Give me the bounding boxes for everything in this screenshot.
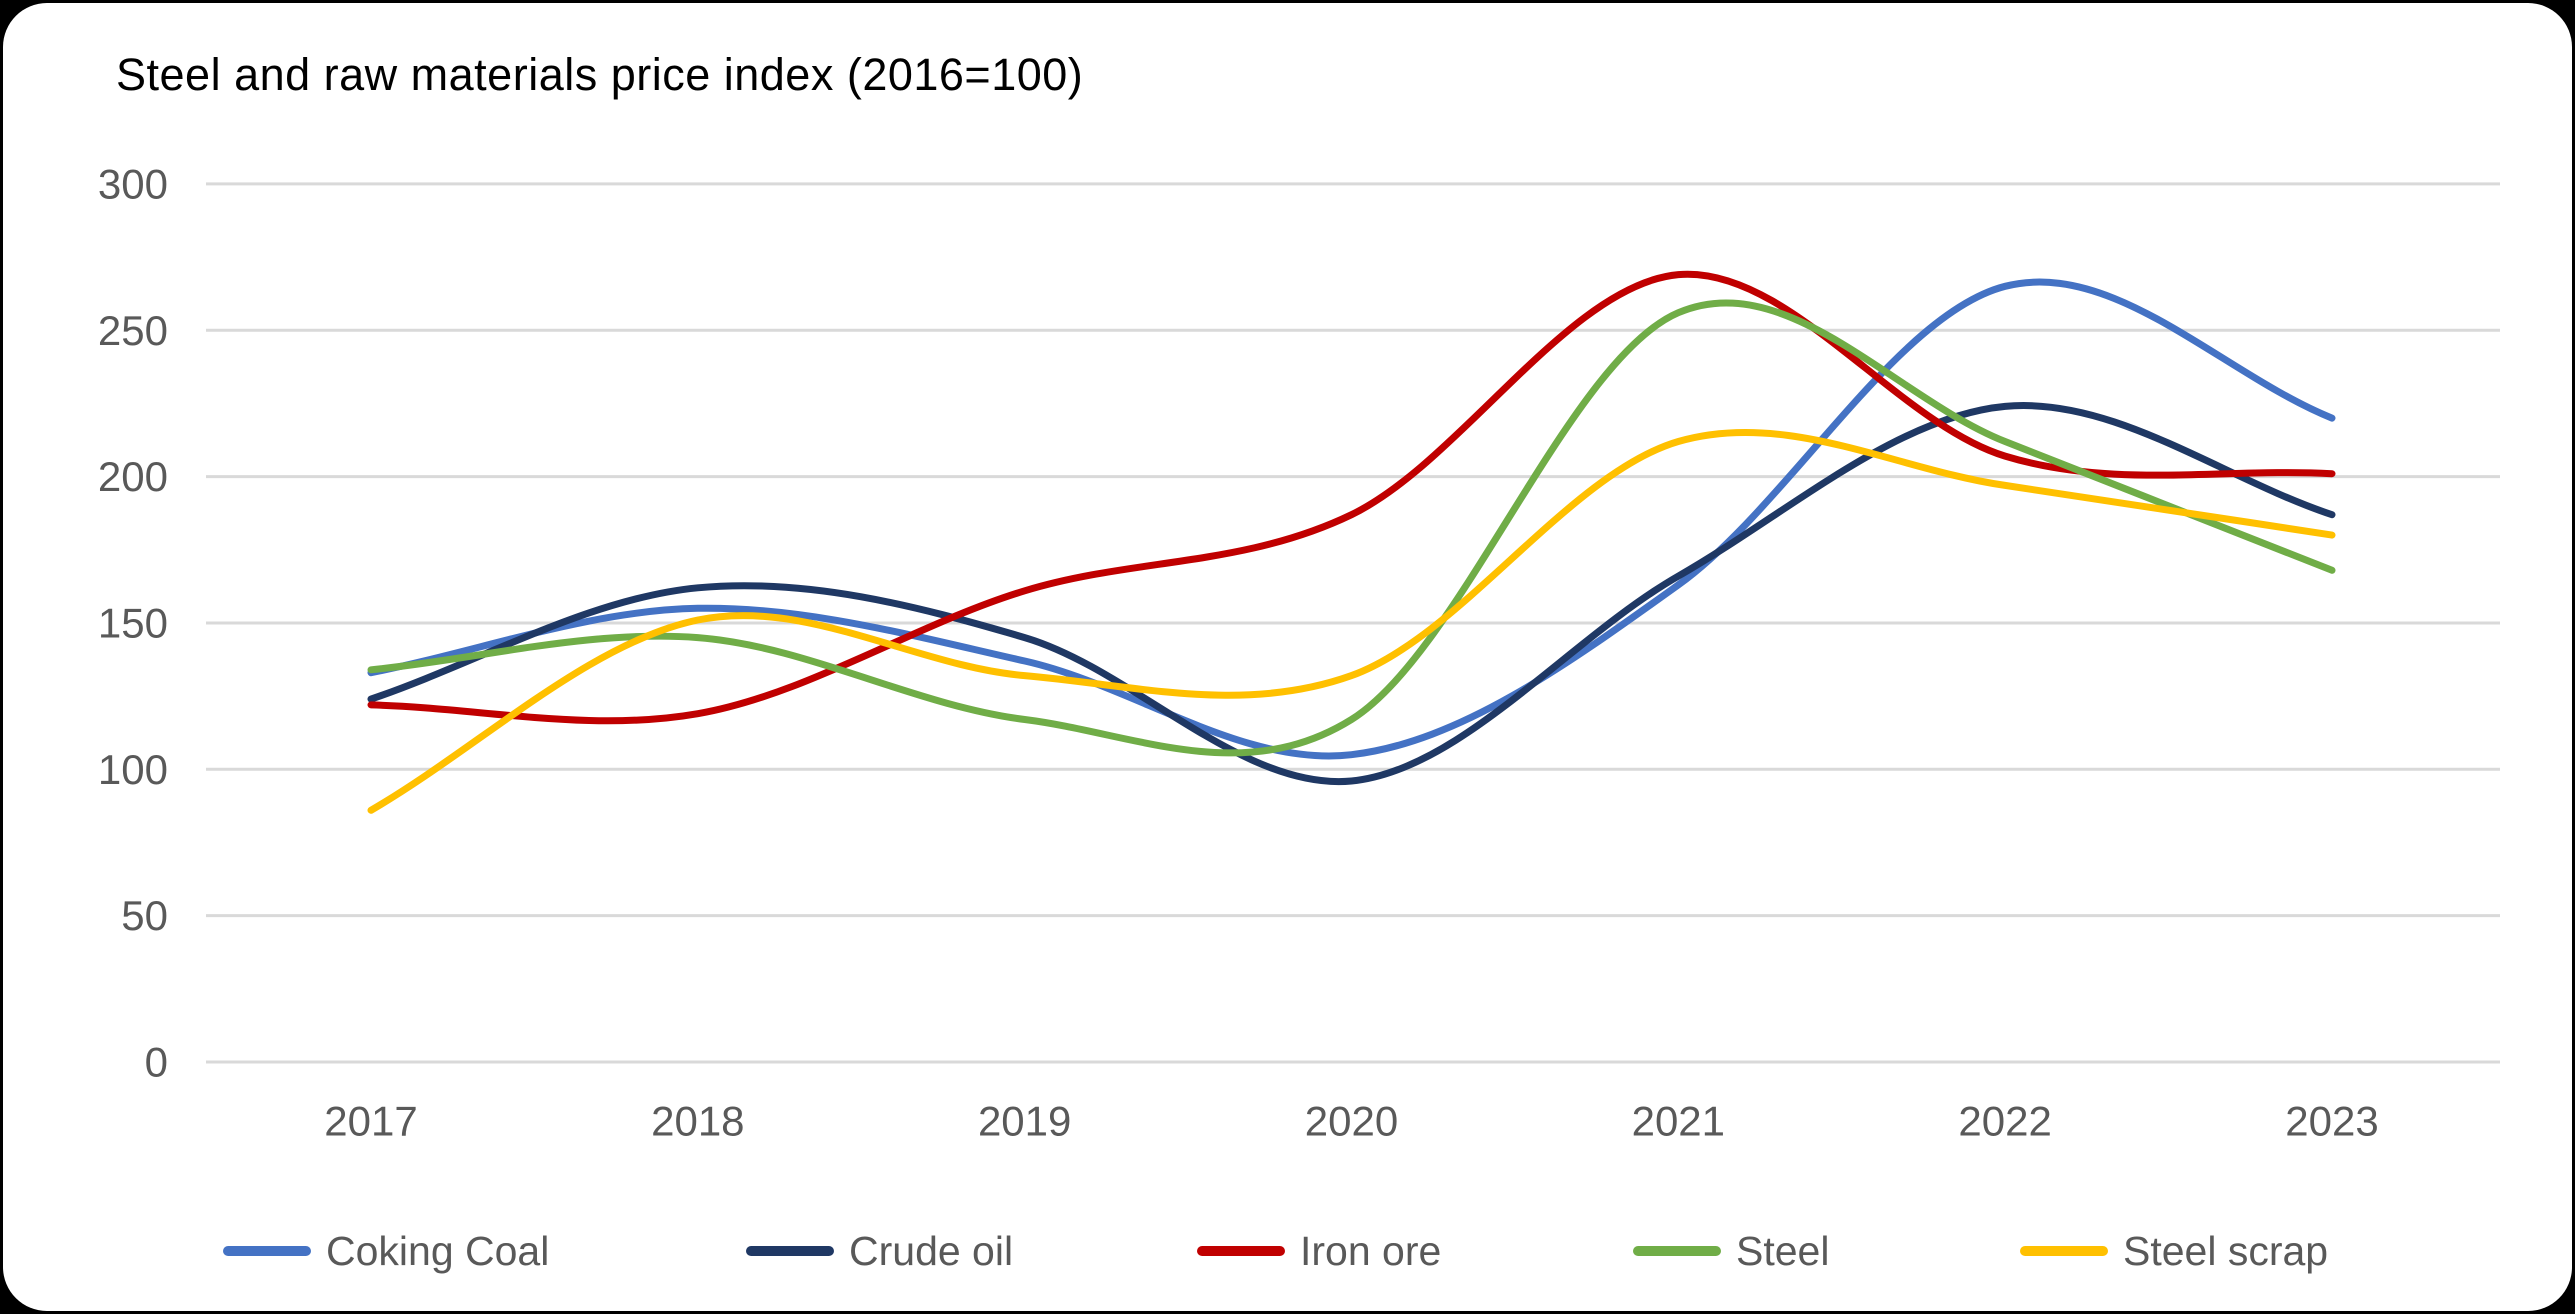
x-axis-label: 2023 (2285, 1098, 2378, 1145)
legend-swatch-crude-oil (746, 1246, 834, 1256)
series-line-iron-ore (367, 270, 2336, 725)
legend-label: Crude oil (849, 1227, 1014, 1274)
y-axis-label: 200 (98, 453, 168, 500)
series-line-steel (367, 299, 2336, 757)
legend-swatch-steel-scrap (2020, 1246, 2108, 1256)
y-axis-label: 250 (98, 307, 168, 354)
x-axis-label: 2022 (1958, 1098, 2051, 1145)
legend-item-steel: Steel (1633, 1225, 1829, 1277)
series-line-crude-oil (367, 402, 2336, 786)
chart-card: Steel and raw materials price index (201… (3, 3, 2572, 1311)
x-axis-label: 2021 (1632, 1098, 1725, 1145)
legend-label: Iron ore (1300, 1227, 1442, 1274)
y-axis-label: 50 (121, 892, 168, 939)
chart-title: Steel and raw materials price index (201… (116, 49, 1084, 100)
legend-item-iron-ore: Iron ore (1197, 1225, 1441, 1277)
y-axis-label: 150 (98, 599, 168, 646)
y-axis-label: 100 (98, 746, 168, 793)
series-line-steel-scrap (367, 428, 2336, 814)
x-axis-label: 2017 (324, 1098, 417, 1145)
x-axis-label: 2020 (1305, 1098, 1398, 1145)
x-axis-label: 2018 (651, 1098, 744, 1145)
x-axis-label: 2019 (978, 1098, 1071, 1145)
legend-label: Coking Coal (326, 1227, 550, 1274)
legend-item-steel-scrap: Steel scrap (2020, 1225, 2328, 1277)
legend-label: Steel (1736, 1227, 1830, 1274)
legend-swatch-iron-ore (1197, 1246, 1285, 1256)
y-axis-label: 300 (98, 160, 168, 207)
legend-item-coking-coal: Coking Coal (223, 1225, 549, 1277)
y-axis-label: 0 (145, 1039, 168, 1086)
legend-swatch-steel (1633, 1246, 1721, 1256)
legend-item-crude-oil: Crude oil (746, 1225, 1013, 1277)
series-line-coking-coal (367, 278, 2336, 760)
legend-swatch-coking-coal (223, 1246, 311, 1256)
price-index-line-chart: 0 50 100 150 200 250 300 2017 2018 2019 2020 2021 20… (98, 160, 2500, 1145)
legend-label: Steel scrap (2123, 1227, 2329, 1274)
